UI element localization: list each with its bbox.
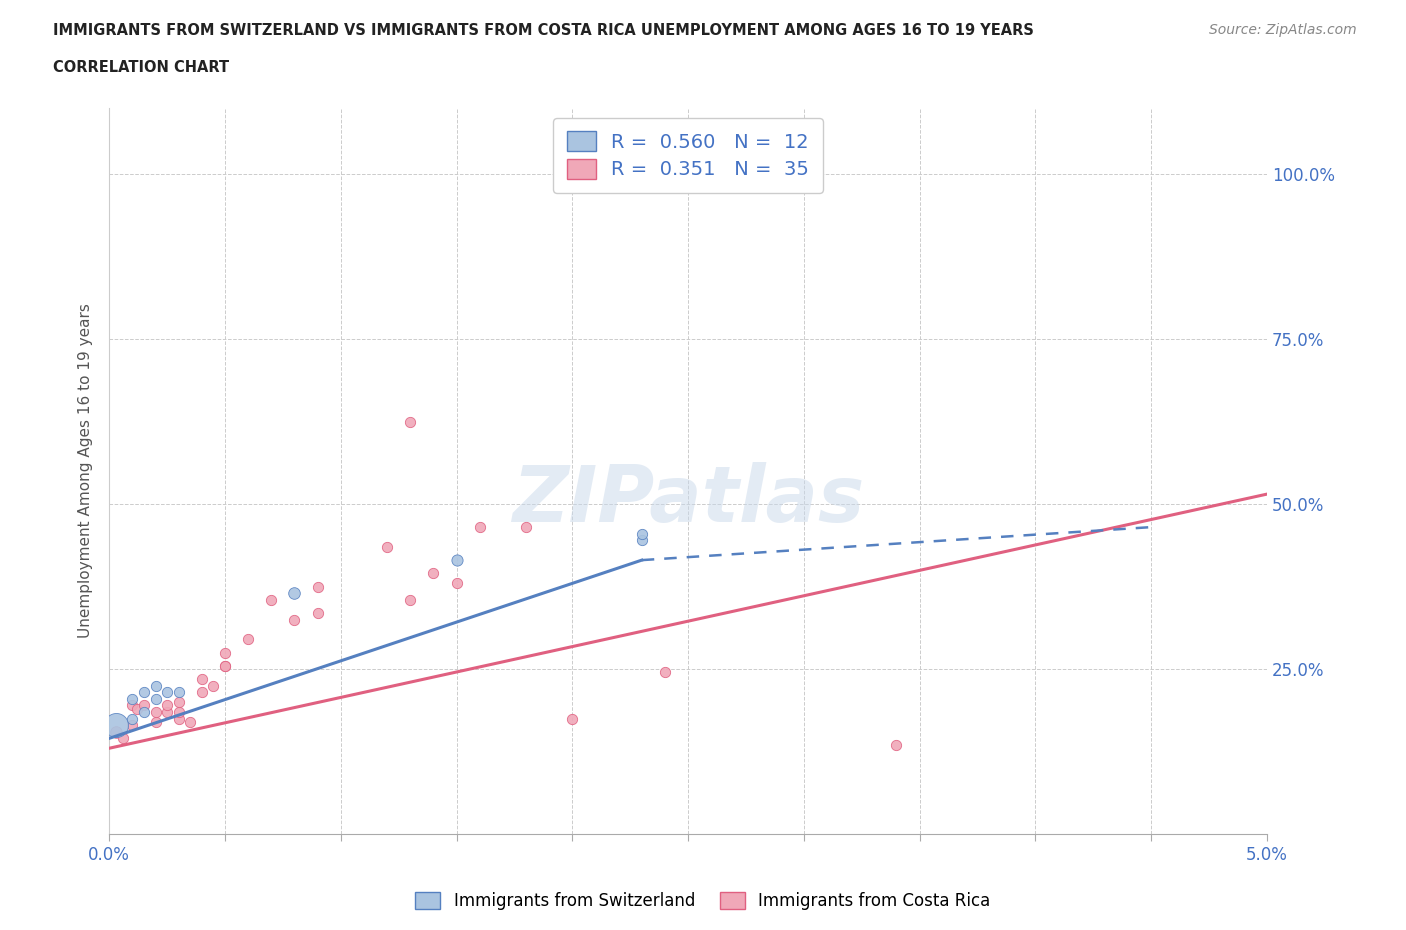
Point	[446, 576, 468, 591]
Point	[132, 705, 155, 720]
Point	[145, 705, 167, 720]
Point	[121, 711, 143, 726]
Point	[446, 552, 468, 567]
Point	[283, 586, 305, 601]
Text: IMMIGRANTS FROM SWITZERLAND VS IMMIGRANTS FROM COSTA RICA UNEMPLOYMENT AMONG AGE: IMMIGRANTS FROM SWITZERLAND VS IMMIGRANT…	[53, 23, 1035, 38]
Y-axis label: Unemployment Among Ages 16 to 19 years: Unemployment Among Ages 16 to 19 years	[79, 303, 93, 639]
Point	[375, 539, 398, 554]
Point	[307, 579, 329, 594]
Point	[121, 698, 143, 712]
Legend: R =  0.560   N =  12, R =  0.351   N =  35: R = 0.560 N = 12, R = 0.351 N = 35	[553, 118, 823, 193]
Text: Source: ZipAtlas.com: Source: ZipAtlas.com	[1209, 23, 1357, 37]
Point	[399, 592, 422, 607]
Point	[630, 526, 652, 541]
Point	[167, 695, 190, 710]
Point	[283, 612, 305, 627]
Point	[399, 414, 422, 429]
Point	[156, 698, 179, 712]
Point	[561, 711, 583, 726]
Point	[145, 678, 167, 693]
Point	[125, 701, 148, 716]
Point	[132, 684, 155, 699]
Point	[468, 520, 491, 535]
Point	[121, 718, 143, 733]
Point	[238, 631, 260, 646]
Point	[112, 731, 135, 746]
Text: ZIPatlas: ZIPatlas	[512, 462, 865, 538]
Point	[105, 724, 128, 739]
Point	[167, 684, 190, 699]
Point	[167, 705, 190, 720]
Point	[214, 658, 236, 673]
Point	[179, 714, 201, 729]
Point	[121, 691, 143, 706]
Point	[422, 565, 444, 580]
Point	[654, 166, 676, 181]
Point	[145, 714, 167, 729]
Point	[214, 645, 236, 660]
Point	[105, 718, 128, 733]
Point	[167, 711, 190, 726]
Point	[202, 678, 225, 693]
Point	[191, 684, 214, 699]
Point	[886, 737, 908, 752]
Text: CORRELATION CHART: CORRELATION CHART	[53, 60, 229, 75]
Point	[260, 592, 283, 607]
Point	[630, 533, 652, 548]
Point	[132, 698, 155, 712]
Point	[515, 520, 537, 535]
Legend: Immigrants from Switzerland, Immigrants from Costa Rica: Immigrants from Switzerland, Immigrants …	[409, 885, 997, 917]
Point	[156, 684, 179, 699]
Point	[156, 705, 179, 720]
Point	[307, 605, 329, 620]
Point	[214, 658, 236, 673]
Point	[191, 671, 214, 686]
Point	[654, 665, 676, 680]
Point	[145, 691, 167, 706]
